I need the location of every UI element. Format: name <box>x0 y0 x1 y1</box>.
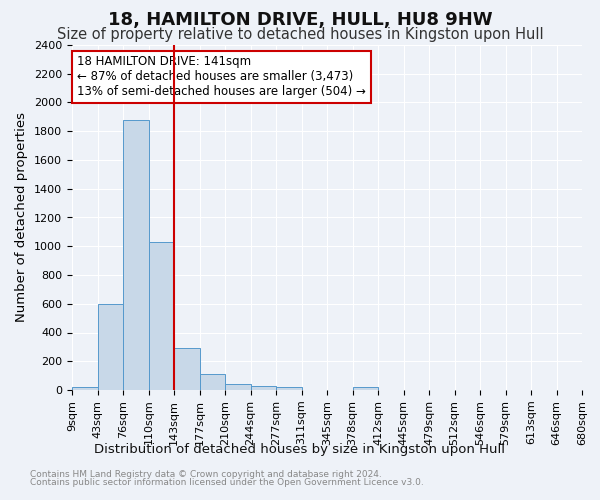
Bar <box>276 387 302 390</box>
Bar <box>174 348 199 390</box>
Bar <box>72 387 97 390</box>
Text: Contains public sector information licensed under the Open Government Licence v3: Contains public sector information licen… <box>30 478 424 487</box>
Text: 18 HAMILTON DRIVE: 141sqm
← 87% of detached houses are smaller (3,473)
13% of se: 18 HAMILTON DRIVE: 141sqm ← 87% of detac… <box>77 56 366 98</box>
Bar <box>251 386 276 390</box>
Bar <box>199 374 225 390</box>
Text: Size of property relative to detached houses in Kingston upon Hull: Size of property relative to detached ho… <box>56 26 544 42</box>
Bar <box>123 120 149 390</box>
Text: 18, HAMILTON DRIVE, HULL, HU8 9HW: 18, HAMILTON DRIVE, HULL, HU8 9HW <box>107 11 493 29</box>
Bar <box>353 387 378 390</box>
Text: Contains HM Land Registry data © Crown copyright and database right 2024.: Contains HM Land Registry data © Crown c… <box>30 470 382 479</box>
Bar <box>149 242 174 390</box>
Text: Distribution of detached houses by size in Kingston upon Hull: Distribution of detached houses by size … <box>95 442 505 456</box>
Bar <box>97 304 123 390</box>
Bar <box>225 384 251 390</box>
Y-axis label: Number of detached properties: Number of detached properties <box>16 112 28 322</box>
